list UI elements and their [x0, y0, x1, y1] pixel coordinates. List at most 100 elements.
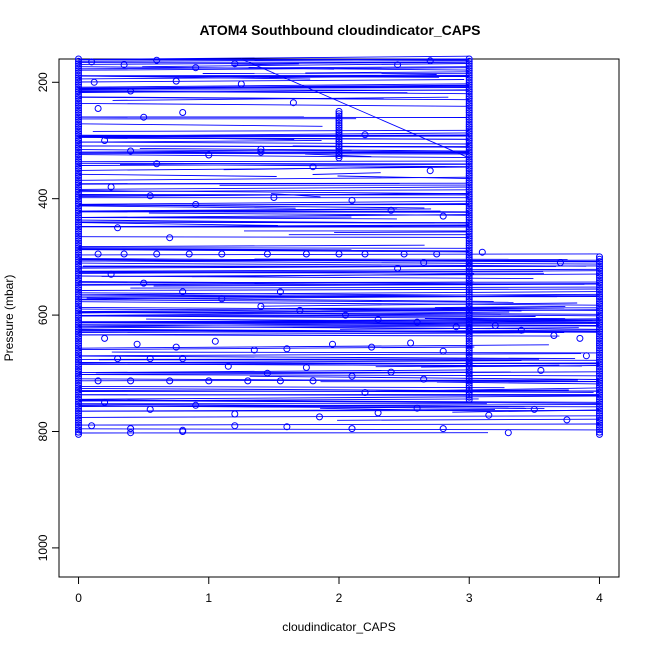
- observation-point: [75, 62, 82, 70]
- profile-line: [78, 281, 600, 284]
- observation-point: [465, 190, 473, 198]
- observation-point: [75, 326, 82, 333]
- y-axis: 200 400 600 800 1000: [36, 72, 60, 561]
- observation-point: [465, 174, 473, 182]
- observation-point: [231, 422, 239, 430]
- profile-line: [146, 318, 600, 323]
- observation-point: [75, 302, 82, 310]
- profile-line: [78, 363, 582, 367]
- observation-point: [596, 384, 603, 392]
- observation-point: [596, 295, 603, 303]
- profile-line: [78, 189, 470, 193]
- observation-point: [465, 239, 473, 247]
- observation-point: [218, 250, 226, 258]
- observation-point: [75, 211, 82, 219]
- observation-point: [465, 132, 473, 140]
- observation-point: [88, 422, 96, 430]
- profile-line: [337, 418, 600, 421]
- profile-line: [78, 67, 470, 71]
- profile-line: [436, 381, 600, 385]
- observation-point: [426, 167, 434, 175]
- observation-point: [75, 242, 82, 249]
- observation-point: [465, 179, 473, 187]
- observation-point: [596, 260, 603, 268]
- observation-point: [75, 314, 82, 322]
- profile-line: [78, 123, 323, 127]
- profile-line: [78, 210, 441, 213]
- observation-point: [75, 214, 82, 222]
- profile-line: [78, 311, 600, 317]
- observation-point: [75, 123, 82, 131]
- observation-point: [465, 228, 473, 236]
- observation-point: [465, 393, 473, 401]
- observation-point: [596, 388, 603, 396]
- observation-point: [596, 288, 603, 296]
- observation-point: [596, 330, 603, 338]
- observation-point: [556, 259, 564, 267]
- profile-line: [78, 329, 600, 334]
- observation-point: [596, 283, 603, 291]
- observation-point: [75, 384, 82, 392]
- observation-point: [75, 153, 82, 161]
- observation-point: [75, 127, 82, 135]
- observation-point: [361, 131, 369, 139]
- observation-point: [75, 60, 82, 68]
- profile-line: [142, 63, 470, 68]
- profile-line: [78, 166, 470, 171]
- observation-point: [374, 316, 382, 324]
- observation-point: [596, 346, 603, 354]
- observation-point: [75, 400, 82, 408]
- observation-point: [75, 367, 82, 375]
- observation-point: [465, 162, 473, 170]
- observation-point: [75, 265, 82, 273]
- observation-point: [146, 405, 154, 413]
- observation-point: [596, 428, 603, 436]
- observation-point: [596, 290, 603, 298]
- observation-point: [465, 347, 473, 354]
- observation-point: [465, 71, 473, 79]
- profile-line: [78, 151, 470, 154]
- observation-point: [75, 428, 82, 436]
- observation-point: [465, 270, 473, 278]
- observation-point: [596, 363, 603, 371]
- observation-point: [465, 134, 473, 142]
- observation-point: [596, 402, 603, 410]
- observation-point: [465, 92, 473, 100]
- observation-point: [107, 183, 115, 191]
- observation-point: [465, 83, 473, 91]
- profile-line: [78, 265, 600, 268]
- diagonal-profile-line: [241, 58, 470, 159]
- profile-line: [421, 365, 600, 368]
- observation-point: [465, 305, 473, 312]
- observation-point: [75, 307, 82, 315]
- observation-point: [348, 425, 356, 433]
- observation-point: [465, 167, 473, 175]
- profile-line: [78, 405, 527, 409]
- observation-point: [394, 61, 402, 69]
- observation-point: [283, 345, 291, 353]
- observation-point: [596, 300, 603, 308]
- profile-line: [98, 359, 600, 361]
- observation-point: [120, 250, 128, 258]
- observation-point: [179, 109, 187, 116]
- observation-point: [465, 242, 473, 250]
- y-tick-label: 800: [36, 421, 50, 441]
- observation-point: [75, 186, 82, 194]
- observation-point: [465, 69, 473, 77]
- observation-point: [127, 425, 135, 433]
- observation-point: [179, 355, 187, 363]
- observation-point: [75, 358, 82, 366]
- observation-point: [88, 58, 96, 66]
- profile-line: [78, 258, 600, 262]
- profile-line: [78, 260, 600, 265]
- profile-line: [78, 378, 600, 382]
- observation-point: [465, 244, 473, 252]
- x-axis: 0 1 2 3 4: [75, 576, 603, 605]
- observation-point: [75, 148, 82, 156]
- y-tick-label: 200: [36, 72, 50, 92]
- observation-point: [75, 162, 82, 170]
- observation-point: [75, 83, 82, 91]
- observation-point: [75, 321, 82, 329]
- observation-point: [465, 314, 473, 322]
